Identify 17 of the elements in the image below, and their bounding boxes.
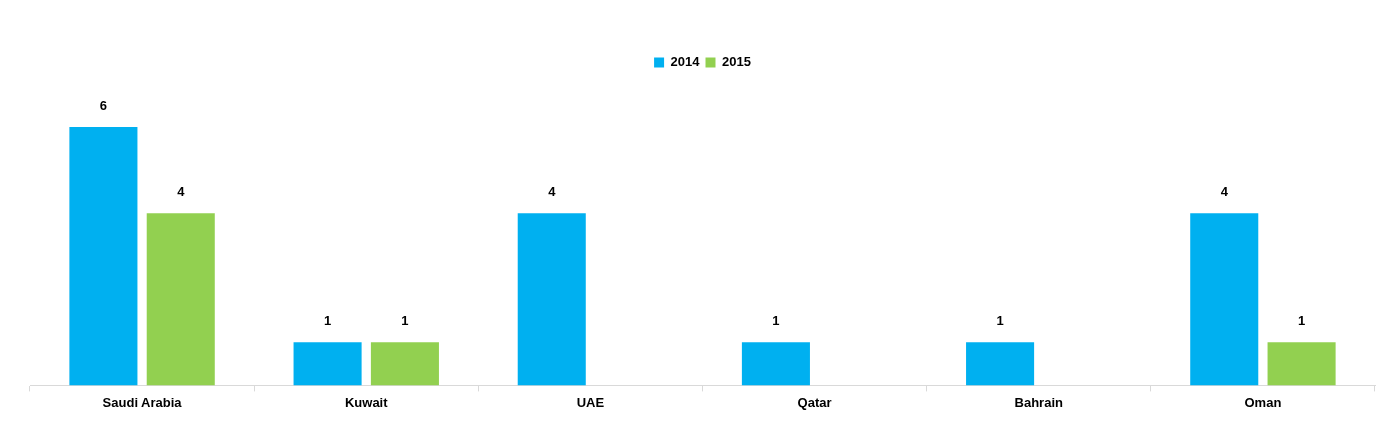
data-label: 1: [996, 313, 1004, 329]
x-tick-label: Bahrain: [1014, 394, 1064, 410]
x-tick-label: UAE: [576, 394, 605, 410]
data-label: 6: [99, 98, 108, 114]
data-label: 4: [1220, 184, 1229, 200]
legend-label: 2015: [722, 54, 751, 70]
data-label: 1: [323, 313, 332, 329]
data-label: 1: [401, 313, 409, 329]
data-label: 4: [177, 184, 186, 200]
data-label: 4: [548, 184, 557, 200]
x-tick-label: Saudi Arabia: [102, 394, 183, 410]
legend-label: 2014: [670, 54, 701, 70]
x-tick-label: Kuwait: [344, 394, 389, 410]
data-label: 1: [1297, 313, 1306, 329]
data-label: 1: [772, 313, 780, 329]
x-tick-label: Oman: [1244, 394, 1282, 410]
x-tick-label: Qatar: [797, 394, 832, 410]
